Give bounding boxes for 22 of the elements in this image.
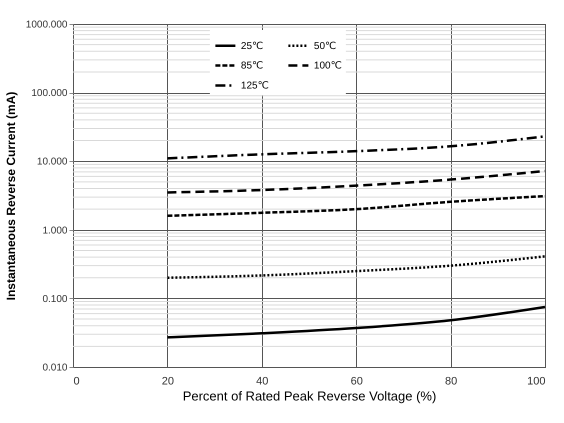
y-tick-label: 10.000 xyxy=(36,156,68,168)
x-tick-label: 80 xyxy=(444,376,458,388)
x-tick-label: 20 xyxy=(162,376,174,388)
x-axis-title: Percent of Rated Peak Reverse Voltage (%) xyxy=(182,388,436,404)
y-tick-label: 1.000 xyxy=(42,225,68,236)
y-tick-label: 0.100 xyxy=(42,294,68,305)
y-axis-title: Instantaneous Reverse Current (mA) xyxy=(4,92,18,300)
legend-label: 50℃ xyxy=(314,40,336,52)
legend-label: 25℃ xyxy=(240,40,264,52)
legend-label: 100℃ xyxy=(314,60,342,72)
y-tick-label: 100.000 xyxy=(31,88,68,100)
y-tick-label: 0.010 xyxy=(42,362,68,374)
line-series xyxy=(166,255,546,279)
x-tick-label: 40 xyxy=(256,376,268,388)
line-series xyxy=(166,306,546,339)
x-tick-label: 60 xyxy=(350,376,363,388)
x-tick-label: 0 xyxy=(74,376,80,388)
y-tick-label: 1000.000 xyxy=(26,20,68,30)
legend-label: 85℃ xyxy=(240,60,264,72)
legend-label: 125℃ xyxy=(240,80,269,92)
line-series xyxy=(166,170,546,194)
x-tick-label: 100 xyxy=(527,376,546,388)
